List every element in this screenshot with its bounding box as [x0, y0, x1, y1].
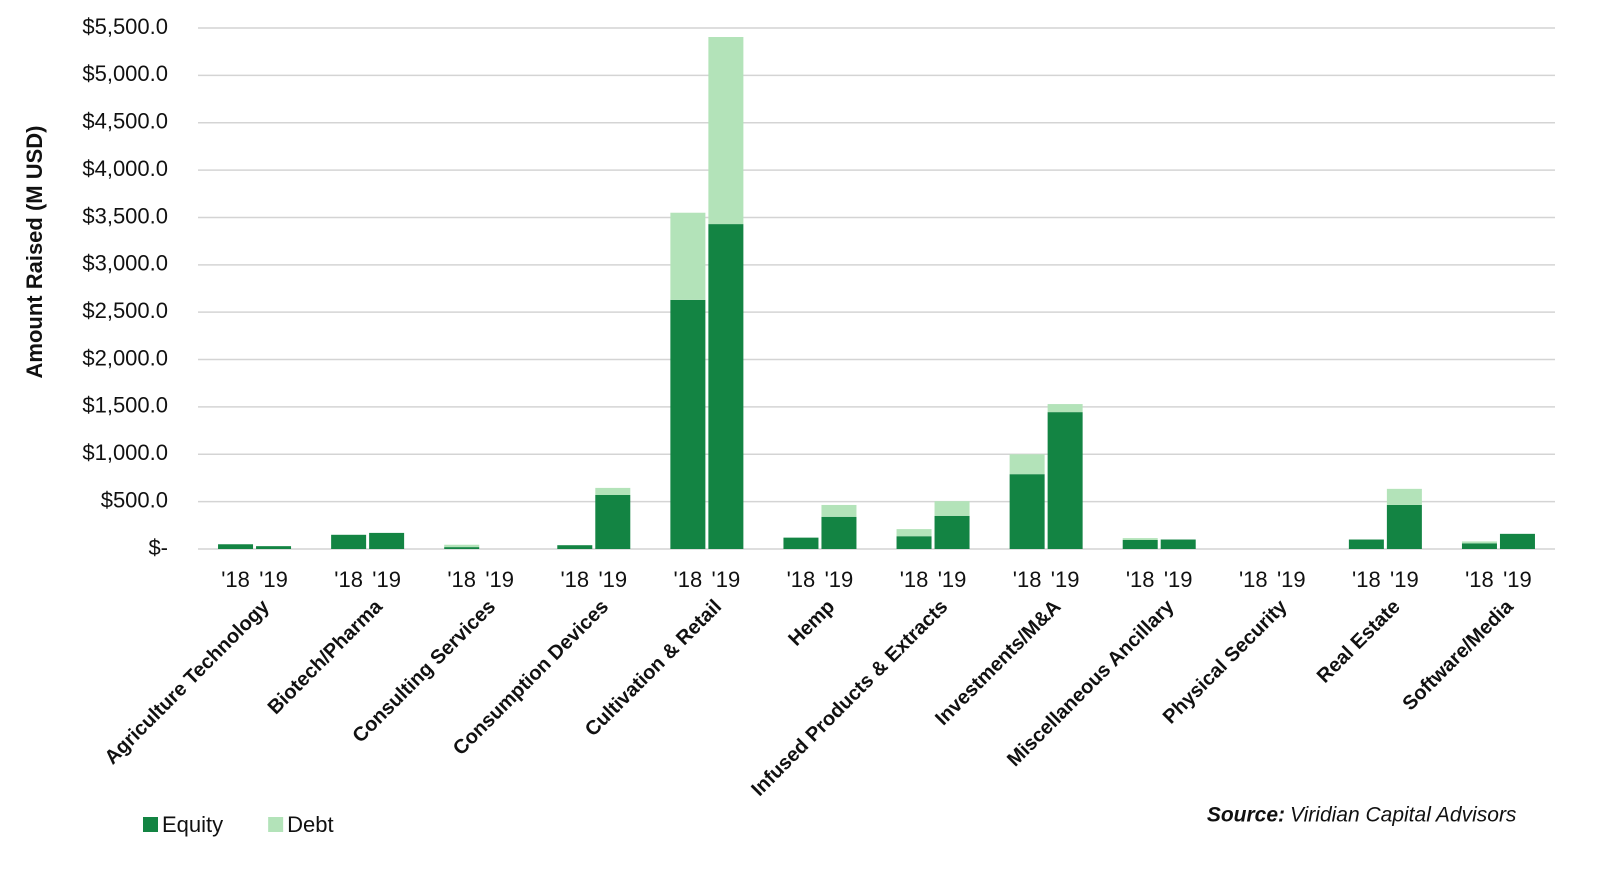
- bar-segment: [670, 212, 706, 300]
- y-tick-label: $4,000.0: [82, 156, 168, 181]
- x-category-label: Biotech/Pharma: [264, 595, 388, 719]
- bar-segment: [331, 534, 367, 549]
- x-category-label: Physical Security: [1159, 595, 1292, 728]
- x-sub-label: '18: [334, 567, 363, 592]
- legend-swatch: [268, 817, 284, 832]
- bar-segment: [1122, 540, 1158, 549]
- y-tick-label: $5,500.0: [82, 14, 168, 39]
- bar-segment: [670, 299, 706, 549]
- bar-segment: [1461, 541, 1497, 544]
- y-tick-label: $5,000.0: [82, 61, 168, 86]
- bar-segment: [708, 224, 744, 549]
- bar-segment: [896, 536, 932, 549]
- bar-segment: [1122, 538, 1158, 541]
- bar-segment: [1348, 539, 1384, 549]
- x-category-label: Infused Products & Extracts: [747, 596, 952, 801]
- x-sub-label: '19: [1390, 567, 1419, 592]
- y-tick-label: $4,500.0: [82, 109, 168, 134]
- bar-segment: [821, 504, 857, 517]
- y-tick-label: $2,000.0: [82, 345, 168, 370]
- bar-segment: [256, 546, 292, 549]
- x-sub-label: '19: [1277, 567, 1306, 592]
- bar-segment: [934, 501, 970, 516]
- y-tick-label: $1,500.0: [82, 393, 168, 418]
- bar-segment: [1047, 412, 1083, 549]
- x-sub-label: '19: [1164, 567, 1193, 592]
- x-sub-label: '19: [825, 567, 854, 592]
- x-category-label: Agriculture Technology: [101, 595, 275, 769]
- x-sub-label: '19: [1051, 567, 1080, 592]
- x-sub-label: '18: [1465, 567, 1494, 592]
- x-sub-label: '18: [900, 567, 929, 592]
- x-category-label: Real Estate: [1313, 596, 1405, 688]
- source-label: Source:: [1207, 804, 1285, 827]
- y-tick-label: $3,500.0: [82, 203, 168, 228]
- x-sub-label: '18: [1352, 567, 1381, 592]
- bar-segment: [595, 487, 631, 496]
- bar-segment: [821, 516, 857, 549]
- y-tick-label: $-: [148, 535, 168, 560]
- y-tick-label: $500.0: [101, 487, 168, 512]
- x-sub-label: '19: [372, 567, 401, 592]
- bar-segment: [595, 495, 631, 549]
- x-sub-label: '19: [598, 567, 627, 592]
- bar-segment: [1009, 454, 1045, 475]
- x-sub-label: '19: [485, 567, 514, 592]
- y-tick-label: $1,000.0: [82, 440, 168, 465]
- y-axis-title: Amount Raised (M USD): [22, 126, 47, 379]
- y-tick-label: $2,500.0: [82, 298, 168, 323]
- x-sub-label: '18: [447, 567, 476, 592]
- x-sub-label: '18: [560, 567, 589, 592]
- bar-segment: [708, 36, 744, 225]
- legend-label: Debt: [287, 812, 333, 837]
- legend-swatch: [143, 817, 158, 832]
- x-category-label: Software/Media: [1398, 595, 1518, 715]
- x-sub-label: '18: [1239, 567, 1268, 592]
- x-sub-label: '19: [1503, 567, 1532, 592]
- source: Viridian Capital Advisors: [1290, 804, 1517, 827]
- bar-segment: [1386, 504, 1422, 549]
- bar-segment: [218, 544, 254, 549]
- bar-segment: [896, 529, 932, 537]
- bar-segment: [1499, 533, 1535, 549]
- y-tick-label: $3,000.0: [82, 251, 168, 276]
- bar-segment: [934, 515, 970, 549]
- x-category-label: Investments/M&A: [931, 596, 1065, 730]
- bar-segment: [1047, 404, 1083, 413]
- legend-label: Equity: [162, 812, 223, 837]
- x-sub-label: '19: [259, 567, 288, 592]
- x-sub-label: '19: [938, 567, 967, 592]
- x-category-label: Hemp: [784, 596, 839, 651]
- x-sub-label: '18: [674, 567, 703, 592]
- bar-segment: [1461, 543, 1497, 549]
- bar-segment: [557, 545, 593, 549]
- x-sub-label: '18: [1013, 567, 1042, 592]
- x-sub-label: '18: [787, 567, 816, 592]
- bar-segment: [444, 547, 480, 549]
- x-sub-label: '18: [1126, 567, 1155, 592]
- bar-segment: [783, 537, 819, 549]
- bar-segment: [1160, 539, 1196, 549]
- bar-segment: [444, 544, 480, 548]
- bar-segment: [369, 532, 405, 549]
- bar-segment: [1386, 488, 1422, 505]
- x-sub-label: '18: [221, 567, 250, 592]
- x-sub-label: '19: [712, 567, 741, 592]
- bar-segment: [1009, 474, 1045, 549]
